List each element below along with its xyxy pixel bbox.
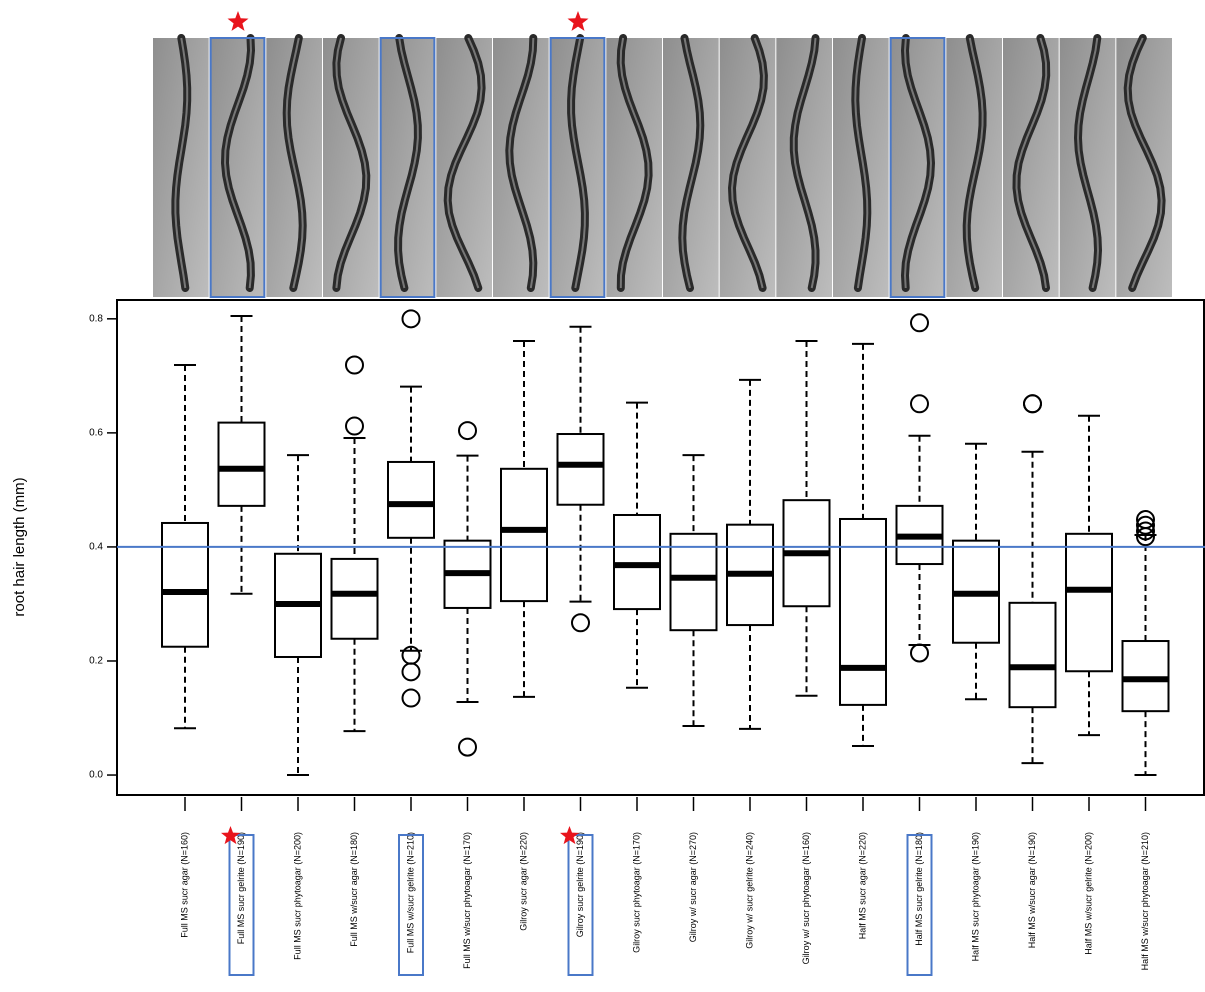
x-tick-label: Full MS w/sucr agar (N=180) bbox=[349, 832, 359, 947]
x-tick-label: Gilroy sucr agar (N=220) bbox=[518, 832, 528, 931]
star bbox=[567, 11, 589, 31]
x-tick-label: Full MS w/sucr phytoagar (N=170) bbox=[462, 832, 472, 969]
x-tick-label: Full MS sucr agar (N=160) bbox=[179, 832, 189, 938]
box bbox=[839, 517, 887, 706]
root-core bbox=[508, 37, 535, 289]
label-highlight bbox=[906, 834, 933, 976]
outlier bbox=[401, 688, 421, 708]
x-tick-label: Full MS sucr gelrite (N=190) bbox=[236, 832, 246, 944]
outlier bbox=[401, 309, 421, 329]
outlier bbox=[910, 394, 929, 414]
box bbox=[387, 460, 435, 539]
box bbox=[1121, 640, 1170, 713]
y-tick-label: 0.0 bbox=[89, 770, 103, 781]
photo-strip bbox=[153, 11, 1172, 298]
root-core bbox=[903, 37, 933, 289]
root-core bbox=[1126, 37, 1163, 289]
box bbox=[1065, 532, 1113, 673]
root-photo bbox=[606, 38, 662, 297]
x-tick-label: Half MS w/sucr phytoagar (N=210) bbox=[1140, 832, 1150, 970]
root-core bbox=[1015, 37, 1048, 289]
star bbox=[221, 826, 240, 845]
root-core bbox=[619, 37, 650, 289]
x-tick-label: Half MS sucr gelrite (N=180) bbox=[914, 832, 924, 946]
root-core bbox=[335, 37, 368, 289]
outlier bbox=[345, 355, 364, 375]
box bbox=[669, 532, 718, 632]
outlier bbox=[910, 313, 929, 333]
root-photo bbox=[323, 38, 379, 297]
root-core bbox=[1076, 37, 1100, 289]
root-photo bbox=[209, 38, 266, 297]
x-tick-label: Half MS sucr phytoagar (N=190) bbox=[970, 832, 980, 961]
x-tick-label: Full MS sucr phytoagar (N=200) bbox=[292, 832, 302, 960]
box bbox=[217, 421, 266, 507]
photo-highlight bbox=[379, 37, 436, 298]
y-tick-label: 0.6 bbox=[89, 428, 103, 439]
label-highlight bbox=[398, 834, 424, 976]
root-photo bbox=[493, 38, 549, 297]
root-photo bbox=[1003, 38, 1059, 297]
outlier bbox=[458, 421, 477, 441]
x-tick-label: Half MS w/sucr agar (N=190) bbox=[1027, 832, 1037, 948]
root-core bbox=[570, 37, 586, 289]
root-core bbox=[174, 37, 189, 289]
box bbox=[330, 557, 379, 640]
box bbox=[613, 513, 661, 611]
root-core bbox=[397, 37, 419, 289]
photo-highlight bbox=[889, 37, 946, 298]
root-core bbox=[681, 37, 702, 289]
star bbox=[560, 826, 579, 845]
root-core bbox=[223, 37, 253, 289]
root-core bbox=[792, 37, 817, 289]
box bbox=[500, 467, 548, 603]
star bbox=[227, 11, 249, 31]
outlier bbox=[571, 613, 590, 633]
box bbox=[556, 433, 605, 506]
root-core bbox=[854, 37, 869, 289]
x-tick-label: Gilroy sucr gelrite (N=190) bbox=[575, 832, 585, 937]
x-tick-label: Gilroy sucr phytoagar (N=170) bbox=[631, 832, 641, 953]
x-tick-label: Gilroy w/ sucr agar (N=270) bbox=[688, 832, 698, 942]
root-core bbox=[285, 37, 304, 289]
outlier bbox=[1136, 527, 1155, 547]
outlier bbox=[910, 643, 929, 663]
outlier bbox=[1023, 394, 1042, 414]
x-tick-label: Full MS w/sucr gelrite (N=210) bbox=[405, 832, 415, 953]
y-axis-label: root hair length (mm) bbox=[11, 477, 28, 616]
box bbox=[161, 521, 209, 648]
root-core bbox=[730, 37, 765, 289]
outlier bbox=[345, 416, 364, 436]
x-tick-label: Half MS sucr agar (N=220) bbox=[857, 832, 867, 939]
y-tick-label: 0.4 bbox=[89, 542, 103, 553]
photo-highlight bbox=[549, 37, 606, 298]
label-highlight bbox=[228, 834, 255, 976]
box bbox=[1008, 601, 1057, 709]
outlier bbox=[1136, 521, 1155, 541]
photo-highlight bbox=[209, 37, 266, 298]
outlier bbox=[458, 737, 477, 757]
root-core bbox=[965, 37, 984, 289]
x-tick-label: Half MS w/sucr gelrite (N=200) bbox=[1083, 832, 1093, 955]
root-photo bbox=[889, 38, 946, 297]
outlier bbox=[401, 662, 421, 682]
x-tick-label: Gilroy w/ sucr gelrite (N=240) bbox=[744, 832, 754, 949]
y-tick-label: 0.8 bbox=[89, 313, 103, 324]
x-tick-label: Gilroy w/ sucr phytoagar (N=160) bbox=[801, 832, 811, 964]
y-tick-label: 0.2 bbox=[89, 656, 103, 667]
root-core bbox=[446, 37, 483, 289]
label-highlight bbox=[567, 834, 594, 976]
outlier bbox=[1136, 515, 1155, 535]
